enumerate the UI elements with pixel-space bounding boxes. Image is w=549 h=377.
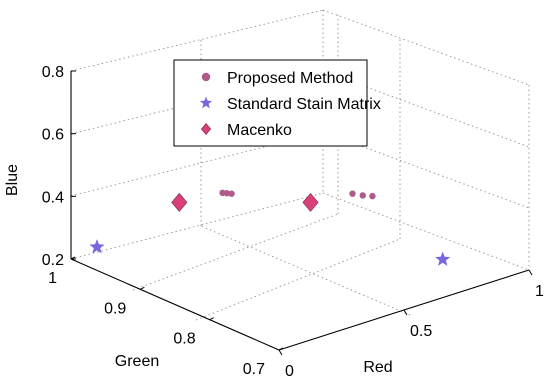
grid-z-0.4 (70, 131, 530, 209)
red-0-tick-mark (278, 349, 283, 356)
green-0.8-tick-mark (209, 317, 214, 321)
proposed-method-point-6 (369, 192, 376, 200)
proposed-method-point-2 (223, 190, 231, 197)
legend-label-macenko: Macenko (227, 122, 292, 139)
green-0.8-tick-label: 0.8 (173, 331, 195, 348)
legend-label-standard-stain-matrix: Standard Stain Matrix (227, 96, 381, 113)
legend: Proposed Method Standard Stain Matrix Mace… (173, 59, 381, 147)
legend-marker-proposed-method (201, 72, 211, 82)
proposed-method-point-4 (349, 190, 356, 197)
red-0.5-tick-label: 0.5 (410, 323, 432, 340)
back-wall-right-top-edge (322, 9, 530, 86)
ticks: 0.2 0.4 0.6 0.8 0.7 0.8 0.9 1 0 0.5 1 (42, 64, 544, 377)
red-0.5-tick-mark (403, 309, 408, 316)
floor-grid-green-0.9 (132, 213, 339, 291)
standard-stain-matrix-point-2 (435, 251, 451, 266)
green-0.7-tick-label: 0.7 (243, 361, 265, 377)
green-0.9-tick-mark (140, 286, 145, 290)
proposed-method-point-3 (228, 190, 235, 197)
axis-labels: Blue Green Red (4, 164, 393, 376)
standard-stain-matrix-point-1 (89, 239, 105, 254)
legend-marker-standard-stain-matrix (199, 96, 213, 109)
floor-grid-red-0.5 (200, 225, 411, 316)
red-1-tick-mark (528, 269, 533, 276)
y-axis-label: Green (115, 353, 159, 370)
grid-z-0.6 (70, 70, 530, 148)
green-0.7-tick-mark (278, 347, 284, 351)
floor-grid-green-0.8 (195, 238, 401, 321)
green-0.9-tick-label: 0.9 (104, 300, 126, 317)
z-0.6-tick-label: 0.6 (42, 127, 64, 144)
legend-label-proposed-method: Proposed Method (227, 70, 353, 87)
z-0.4-tick-label: 0.4 (42, 189, 64, 206)
floor-back-edge-left (70, 192, 324, 260)
z-0.2-tick-label: 0.2 (42, 252, 64, 269)
green-axis-line (70, 258, 280, 351)
macenko-point-1 (171, 192, 188, 212)
x-axis-label: Red (363, 359, 392, 376)
z-0.8-tick-label: 0.8 (42, 64, 64, 81)
macenko-point-2 (302, 192, 319, 212)
z-axis-label: Blue (4, 164, 21, 196)
red-1-tick-label: 1 (535, 283, 544, 300)
proposed-method-point-5 (359, 192, 366, 199)
back-grid (70, 9, 530, 321)
data-points (89, 189, 451, 266)
legend-marker-macenko (200, 123, 212, 135)
green-1-tick-label: 1 (48, 270, 57, 287)
floor-back-edge-right (322, 192, 530, 271)
green-1-tick-mark (70, 256, 76, 260)
red-0-tick-label: 0 (285, 363, 294, 377)
back-wall-left-top-edge (70, 9, 324, 72)
